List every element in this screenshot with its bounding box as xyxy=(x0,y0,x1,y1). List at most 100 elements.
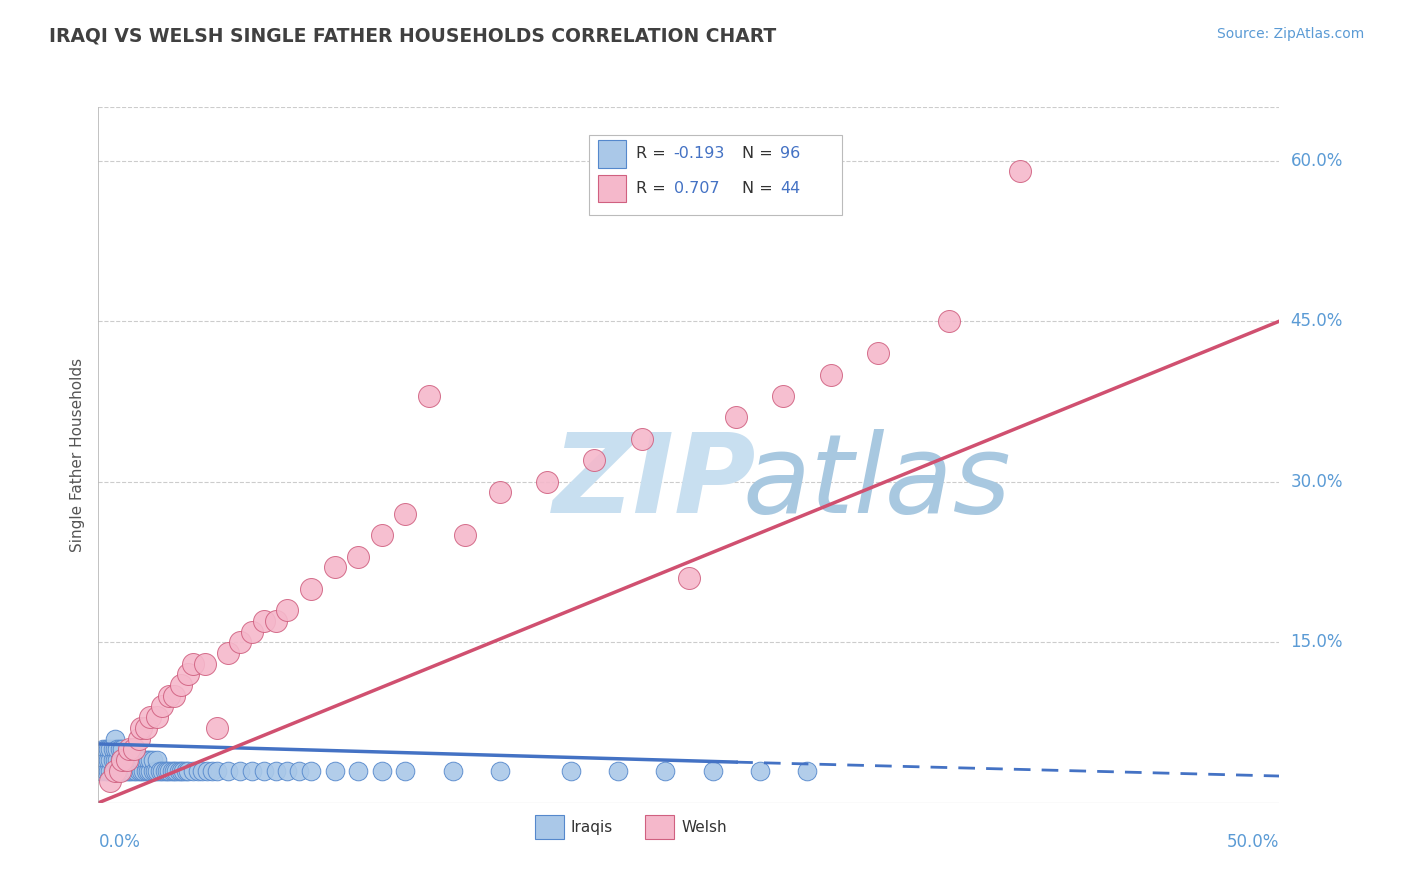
Point xyxy=(156,764,179,778)
Point xyxy=(163,764,186,778)
Point xyxy=(98,742,121,756)
Point xyxy=(172,764,194,778)
Point xyxy=(205,721,228,735)
Point xyxy=(91,753,114,767)
Point xyxy=(104,742,127,756)
Point xyxy=(91,742,114,756)
Point xyxy=(122,753,145,767)
Point xyxy=(489,485,512,500)
Point xyxy=(264,614,287,628)
Point xyxy=(630,432,652,446)
Point xyxy=(101,742,124,756)
Text: ZIP: ZIP xyxy=(553,429,756,536)
Point xyxy=(157,764,180,778)
Point xyxy=(98,774,121,789)
Point xyxy=(153,764,176,778)
Point xyxy=(122,764,145,778)
Point xyxy=(170,764,193,778)
Point xyxy=(371,764,394,778)
Point xyxy=(108,753,131,767)
Point xyxy=(118,753,141,767)
Point xyxy=(104,764,127,778)
Point xyxy=(748,764,770,778)
Point xyxy=(441,764,464,778)
Text: 45.0%: 45.0% xyxy=(1291,312,1343,330)
Text: IRAQI VS WELSH SINGLE FATHER HOUSEHOLDS CORRELATION CHART: IRAQI VS WELSH SINGLE FATHER HOUSEHOLDS … xyxy=(49,27,776,45)
Text: 96: 96 xyxy=(780,146,800,161)
Point xyxy=(128,764,150,778)
Point xyxy=(866,346,889,360)
Point xyxy=(229,635,252,649)
Point xyxy=(264,764,287,778)
Point xyxy=(97,764,120,778)
Point xyxy=(135,753,157,767)
Text: 60.0%: 60.0% xyxy=(1291,152,1343,169)
Point xyxy=(772,389,794,403)
Text: N =: N = xyxy=(742,146,778,161)
Point xyxy=(94,753,117,767)
Point xyxy=(678,571,700,585)
Point xyxy=(129,721,152,735)
Text: R =: R = xyxy=(636,146,671,161)
Point xyxy=(122,742,145,756)
Point xyxy=(97,753,120,767)
Point xyxy=(129,753,152,767)
Point xyxy=(94,742,117,756)
Point xyxy=(146,764,169,778)
Point xyxy=(142,753,165,767)
Point xyxy=(160,764,183,778)
FancyBboxPatch shape xyxy=(598,175,626,202)
Point xyxy=(112,764,135,778)
Text: Iraqis: Iraqis xyxy=(571,820,613,835)
Text: R =: R = xyxy=(636,181,671,196)
Point xyxy=(115,764,138,778)
Point xyxy=(347,549,370,564)
FancyBboxPatch shape xyxy=(598,140,626,168)
Point xyxy=(115,753,138,767)
Point xyxy=(702,764,724,778)
Point xyxy=(115,753,138,767)
Point xyxy=(167,764,190,778)
Point xyxy=(146,710,169,724)
Point xyxy=(394,507,416,521)
Point xyxy=(142,764,165,778)
Point xyxy=(125,764,148,778)
Point xyxy=(607,764,630,778)
Point xyxy=(136,764,159,778)
Point xyxy=(174,764,197,778)
Point xyxy=(205,764,228,778)
Point xyxy=(276,764,298,778)
Point xyxy=(194,657,217,671)
Point xyxy=(347,764,370,778)
Y-axis label: Single Father Households: Single Father Households xyxy=(69,358,84,552)
Point xyxy=(94,764,117,778)
Text: 50.0%: 50.0% xyxy=(1227,833,1279,851)
Point xyxy=(536,475,558,489)
Point xyxy=(150,699,173,714)
Point xyxy=(1008,164,1031,178)
Point xyxy=(170,678,193,692)
Point xyxy=(177,667,200,681)
Point xyxy=(217,646,239,660)
Point xyxy=(111,742,134,756)
Text: 15.0%: 15.0% xyxy=(1291,633,1343,651)
Point xyxy=(90,764,112,778)
Point xyxy=(181,764,204,778)
Point xyxy=(725,410,748,425)
Text: N =: N = xyxy=(742,181,778,196)
Point xyxy=(229,764,252,778)
Point xyxy=(125,753,148,767)
FancyBboxPatch shape xyxy=(645,815,673,839)
Point xyxy=(143,764,166,778)
Point xyxy=(111,753,134,767)
Point xyxy=(938,314,960,328)
Text: 0.0%: 0.0% xyxy=(98,833,141,851)
Point xyxy=(97,742,120,756)
Point xyxy=(98,764,121,778)
Point xyxy=(139,753,162,767)
Point xyxy=(118,764,141,778)
Point xyxy=(187,764,209,778)
Point xyxy=(253,764,276,778)
Point xyxy=(128,753,150,767)
Point xyxy=(104,764,127,778)
